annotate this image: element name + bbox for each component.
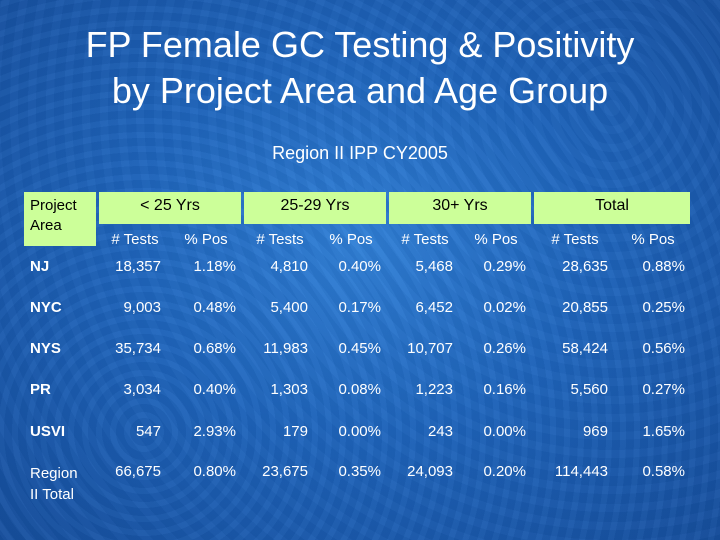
cell-total-pos-total: 0.58% bbox=[642, 463, 685, 480]
cell-pr-pos-25-29: 0.08% bbox=[338, 381, 381, 398]
cell-pr-tests-25-29: 1,303 bbox=[270, 381, 308, 398]
cell-nyc-pos-30-plus: 0.02% bbox=[483, 299, 526, 316]
cell-pr-tests-total: 5,560 bbox=[570, 381, 608, 398]
cell-pr-pos-under-25: 0.40% bbox=[193, 381, 236, 398]
cell-pr-pos-total: 0.27% bbox=[642, 381, 685, 398]
row-label-region-ii-total-line-1: Region bbox=[30, 465, 78, 482]
cell-nys-tests-30-plus: 10,707 bbox=[407, 340, 453, 357]
title-line-1: FP Female GC Testing & Positivity bbox=[85, 24, 635, 65]
cell-total-pos-30-plus: 0.20% bbox=[483, 463, 526, 480]
cell-nyc-pos-under-25: 0.48% bbox=[193, 299, 236, 316]
cell-nj-pos-30-plus: 0.29% bbox=[483, 258, 526, 275]
row-label-region-ii-total-line-2: II Total bbox=[30, 486, 74, 503]
subheader-tests-25-29: # Tests bbox=[256, 231, 304, 248]
subheader-tests-total: # Tests bbox=[551, 231, 599, 248]
cell-usvi-pos-30-plus: 0.00% bbox=[483, 423, 526, 440]
cell-nj-tests-25-29: 4,810 bbox=[270, 258, 308, 275]
row-label-region-ii-total: Region II Total bbox=[24, 463, 96, 505]
cell-nys-tests-25-29: 11,983 bbox=[263, 340, 308, 357]
row-label-pr: PR bbox=[30, 381, 51, 398]
cell-nyc-pos-25-29: 0.17% bbox=[338, 299, 381, 316]
cell-nyc-tests-total: 20,855 bbox=[562, 299, 608, 316]
cell-total-pos-25-29: 0.35% bbox=[338, 463, 381, 480]
cell-nj-pos-under-25: 1.18% bbox=[193, 258, 236, 275]
subheader-tests-30-plus: # Tests bbox=[401, 231, 449, 248]
cell-nyc-pos-total: 0.25% bbox=[642, 299, 685, 316]
cell-total-tests-total: 114,443 bbox=[554, 463, 608, 480]
cell-nj-pos-25-29: 0.40% bbox=[338, 258, 381, 275]
cell-nyc-tests-25-29: 5,400 bbox=[270, 299, 308, 316]
subheader-pos-total: % Pos bbox=[631, 231, 675, 248]
cell-nyc-tests-30-plus: 6,452 bbox=[415, 299, 453, 316]
subheader-tests-under-25: # Tests bbox=[111, 231, 159, 248]
cell-nj-tests-total: 28,635 bbox=[562, 258, 608, 275]
cell-total-tests-under-25: 66,675 bbox=[115, 463, 161, 480]
cell-usvi-tests-under-25: 547 bbox=[135, 423, 161, 440]
group-header-total: Total bbox=[534, 192, 690, 224]
cell-nys-pos-total: 0.56% bbox=[642, 340, 685, 357]
cell-nj-pos-total: 0.88% bbox=[642, 258, 685, 275]
cell-usvi-tests-25-29: 179 bbox=[282, 423, 308, 440]
cell-total-tests-30-plus: 24,093 bbox=[407, 463, 453, 480]
slide-subtitle: Region II IPP CY2005 bbox=[272, 143, 448, 163]
cell-usvi-tests-total: 969 bbox=[582, 423, 608, 440]
row-label-nys: NYS bbox=[30, 340, 61, 357]
cell-nj-tests-30-plus: 5,468 bbox=[415, 258, 453, 275]
cell-total-tests-25-29: 23,675 bbox=[262, 463, 308, 480]
subheader-pos-under-25: % Pos bbox=[184, 231, 228, 248]
cell-pr-tests-30-plus: 1,223 bbox=[415, 381, 453, 398]
cell-usvi-pos-25-29: 0.00% bbox=[338, 423, 381, 440]
group-header-25-29: 25-29 Yrs bbox=[244, 192, 386, 224]
cell-nys-pos-under-25: 0.68% bbox=[193, 340, 236, 357]
cell-nys-tests-under-25: 35,734 bbox=[115, 340, 161, 357]
cell-nys-tests-total: 58,424 bbox=[562, 340, 608, 357]
cell-usvi-pos-total: 1.65% bbox=[642, 423, 685, 440]
project-area-header: Project Area bbox=[24, 192, 96, 246]
cell-nj-tests-under-25: 18,357 bbox=[115, 258, 161, 275]
row-label-nyc: NYC bbox=[30, 299, 62, 316]
cell-total-pos-under-25: 0.80% bbox=[193, 463, 236, 480]
project-area-header-line-1: Project bbox=[30, 197, 77, 214]
project-area-header-line-2: Area bbox=[30, 217, 62, 234]
subheader-pos-25-29: % Pos bbox=[329, 231, 373, 248]
row-label-nj: NJ bbox=[30, 258, 50, 275]
title-line-2: by Project Area and Age Group bbox=[111, 70, 609, 111]
row-label-usvi: USVI bbox=[30, 423, 66, 440]
cell-usvi-tests-30-plus: 243 bbox=[427, 423, 453, 440]
cell-pr-pos-30-plus: 0.16% bbox=[483, 381, 526, 398]
cell-nys-pos-30-plus: 0.26% bbox=[483, 340, 526, 357]
slide-title: FP Female GC Testing & Positivity by Pro… bbox=[0, 22, 720, 114]
group-header-30-plus: 30+ Yrs bbox=[389, 192, 531, 224]
cell-pr-tests-under-25: 3,034 bbox=[123, 381, 161, 398]
cell-nyc-tests-under-25: 9,003 bbox=[123, 299, 161, 316]
cell-usvi-pos-under-25: 2.93% bbox=[193, 423, 236, 440]
subheader-pos-30-plus: % Pos bbox=[474, 231, 518, 248]
group-header-under-25: < 25 Yrs bbox=[99, 192, 241, 224]
cell-nys-pos-25-29: 0.45% bbox=[338, 340, 381, 357]
